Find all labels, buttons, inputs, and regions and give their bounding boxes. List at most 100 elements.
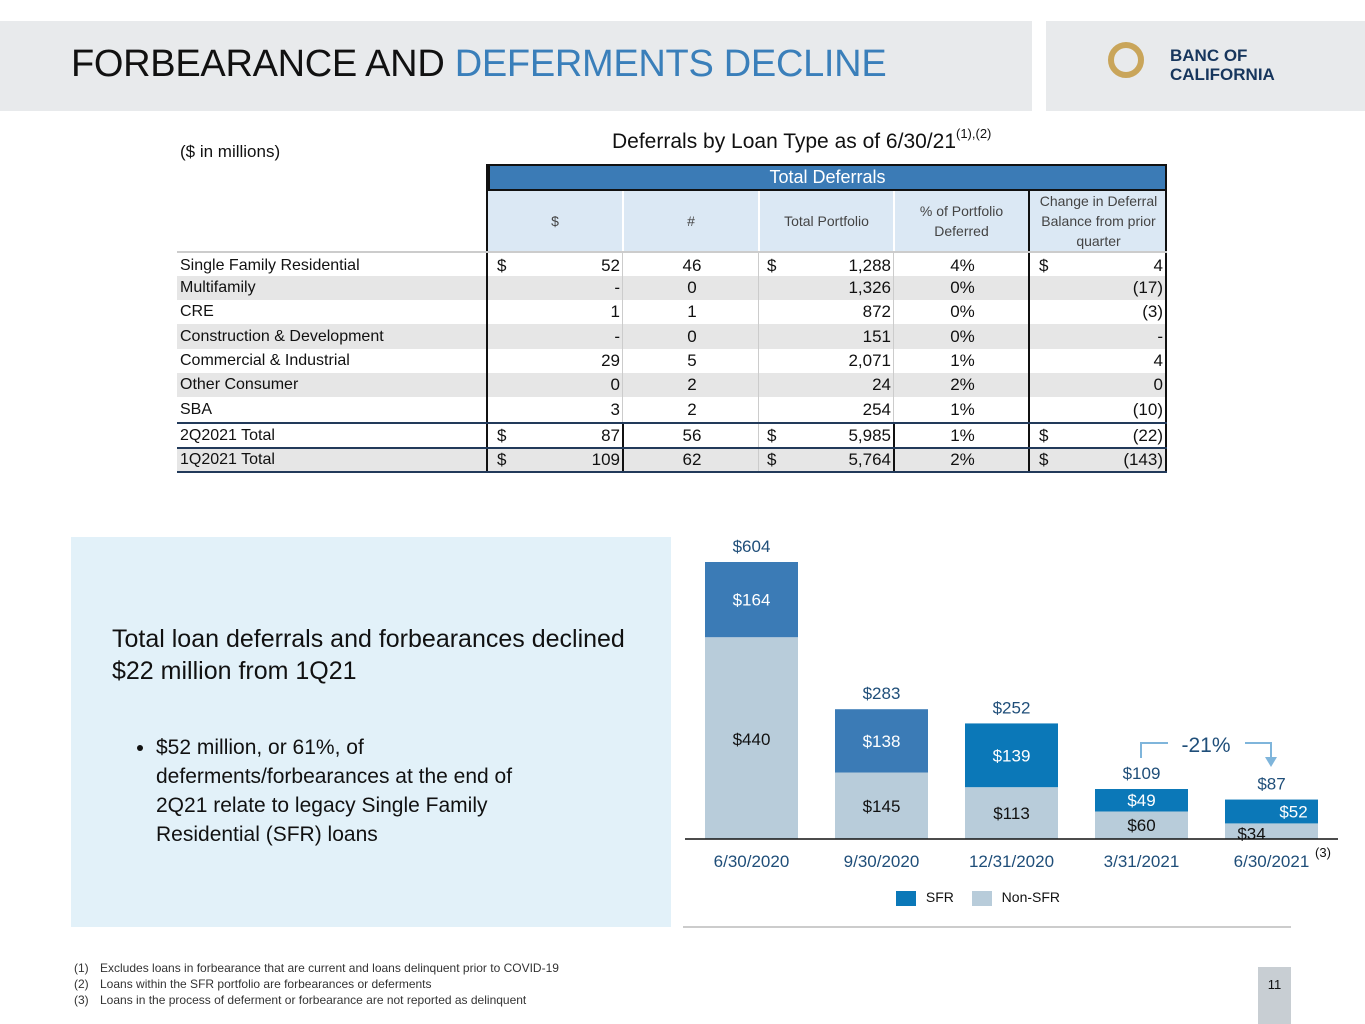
- footnote-num: (3): [74, 993, 89, 1007]
- bar-nonsfr: [705, 637, 798, 839]
- bar-sfr: [705, 562, 798, 638]
- table-cell-pct: 2%: [950, 450, 975, 469]
- table-rule: [622, 349, 623, 373]
- deferrals-chart: $440 $164 $604 6/30/2020 $145 $138 $283 9/30/20…: [683, 530, 1343, 930]
- table-rule: [893, 324, 894, 349]
- table-rule: [486, 349, 488, 373]
- table-cell-amt: 3: [610, 399, 620, 419]
- table-rule: [1165, 300, 1167, 324]
- table-title-text: Deferrals by Loan Type as of 6/30/21: [612, 130, 956, 153]
- table-cell-portfolio: 24: [872, 375, 891, 394]
- table-rule: [622, 276, 623, 300]
- table-row: CRE 1 1 872 0% (3): [177, 300, 1167, 324]
- table-cell-pct: 1%: [950, 425, 975, 445]
- table-cell-portfolio: 1,326: [848, 278, 891, 297]
- table-rule: [758, 397, 759, 422]
- table-cell-pct: 0%: [950, 278, 975, 297]
- table-cell-portfolio: 151: [862, 326, 891, 346]
- table-rule: [893, 253, 894, 278]
- table-row: Commercial & Industrial 29 5 2,071 1% 4: [177, 349, 1167, 373]
- table-cell-num: 2: [687, 399, 697, 419]
- table-cell-amt: 109: [591, 450, 620, 469]
- table-cell-label: 2Q2021 Total: [180, 426, 275, 444]
- table-cell-label: Multifamily: [180, 279, 256, 296]
- bank-logo-text: BANC OF CALIFORNIA: [1170, 46, 1275, 84]
- table-cell-num: 2: [687, 375, 697, 394]
- table-rule: [893, 397, 894, 422]
- change-annotation: -21%: [1181, 734, 1230, 757]
- label-nonsfr: $145: [863, 797, 901, 816]
- legend-label-nonsfr: Non-SFR: [1001, 889, 1061, 905]
- table-cell-d1: $: [497, 425, 507, 445]
- bar-sfr: [965, 723, 1058, 788]
- table-rule: [1165, 349, 1167, 373]
- table-cell-num: 0: [687, 326, 697, 346]
- table-cell-portfolio: 872: [862, 302, 891, 321]
- col-header-pct-deferred: % of Portfolio Deferred: [895, 191, 1030, 251]
- logo-area: [1046, 21, 1365, 111]
- table-cell-change: (10): [1132, 399, 1163, 419]
- bar-nonsfr: [835, 772, 928, 839]
- table-row: 2Q2021 Total $87 56 $5,985 1% $ (22): [177, 422, 1167, 447]
- page-title: FORBEARANCE AND DEFERMENTS DECLINE: [71, 43, 887, 86]
- legend-label-sfr: SFR: [925, 889, 954, 905]
- table-rule: [758, 253, 759, 278]
- summary-panel: Total loan deferrals and forbearances de…: [71, 537, 671, 927]
- table-rule: [893, 424, 895, 447]
- change-bracket-right: [1245, 742, 1272, 759]
- label-sfr: $138: [863, 732, 901, 751]
- bank-logo-icon: [1108, 42, 1144, 78]
- bar-nonsfr: [1095, 811, 1188, 839]
- footnote-num: (2): [74, 977, 89, 991]
- total-deferrals-header: Total Deferrals: [488, 164, 1167, 191]
- table-cell-label: Construction & Development: [180, 327, 384, 345]
- table-row: Multifamily - 0 1,326 0% (17): [177, 276, 1167, 300]
- table-cell-change: (17): [1132, 278, 1163, 297]
- table-rule: [622, 253, 623, 278]
- footnote-text: Excludes loans in forbearance that are c…: [100, 961, 559, 975]
- col-header-dollars: $: [488, 191, 624, 251]
- table-cell-change: 0: [1153, 375, 1163, 394]
- table-rule: [1028, 397, 1030, 422]
- table-rule: [1165, 276, 1167, 300]
- table-rule: [486, 164, 488, 251]
- table-rule: [622, 300, 623, 324]
- table-cell-amt: 1: [610, 302, 620, 321]
- change-arrow-icon: [1265, 757, 1277, 767]
- summary-bullet: $52 million, or 61%, of deferments/forbe…: [156, 733, 536, 849]
- bar-nonsfr: [965, 787, 1058, 839]
- table-rule: [622, 397, 623, 422]
- legend-swatch-sfr: [896, 890, 916, 906]
- label-total: $109: [1123, 764, 1161, 783]
- table-title: Deferrals by Loan Type as of 6/30/21(1),…: [612, 126, 991, 154]
- table-cell-d1: $: [497, 450, 507, 469]
- x-tick-label: 6/30/2020: [714, 852, 790, 871]
- footnote-3: (3) Loans in the process of deferment or …: [74, 992, 559, 1008]
- table-title-footnote: (1),(2): [956, 126, 992, 141]
- table-rule: [758, 324, 759, 349]
- table-cell-num: 1: [687, 302, 697, 321]
- table-rule: [1028, 300, 1030, 324]
- table-rule: [1028, 276, 1030, 300]
- table-rule: [1028, 191, 1030, 251]
- x-tick-label: 3/31/2021: [1104, 852, 1180, 871]
- table-cell-pct: 0%: [950, 326, 975, 346]
- table-rule: [1165, 424, 1167, 447]
- table-cell-d2: $: [767, 255, 777, 275]
- table-cell-change: (143): [1123, 450, 1163, 469]
- legend-swatch-nonsfr: [971, 890, 992, 906]
- x-tick-label: 9/30/2020: [844, 852, 920, 871]
- table-cell-amt: 52: [601, 255, 620, 275]
- x-tick-label: 6/30/2021: [1234, 852, 1310, 871]
- table-row: Single Family Residential $52 46 $1,288 4% $4: [177, 251, 1167, 278]
- footnotes: (1) Excludes loans in forbearance that ar…: [74, 960, 559, 1008]
- table-rule: [622, 373, 623, 397]
- table-cell-pct: 1%: [950, 399, 975, 419]
- col-header-change: Change in Deferral Balance from prior qu…: [1030, 191, 1167, 251]
- bar-sfr: [1225, 799, 1318, 824]
- table-rule: [486, 449, 488, 471]
- footnote-1: (1) Excludes loans in forbearance that ar…: [74, 960, 559, 976]
- table-rule: [622, 449, 624, 471]
- table-cell-num: 0: [687, 278, 697, 297]
- table-cell-portfolio: 5,764: [848, 450, 891, 469]
